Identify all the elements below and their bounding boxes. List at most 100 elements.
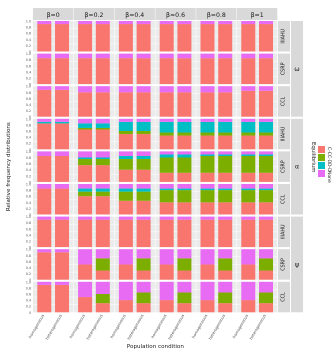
bar-segment <box>78 196 93 215</box>
bar-segment <box>136 292 151 304</box>
bar-segment <box>136 53 151 59</box>
bar-segment <box>95 118 110 124</box>
bar-segment <box>95 129 110 150</box>
bar-segment <box>200 21 215 25</box>
bar-segment <box>95 92 110 117</box>
bar-segment <box>177 172 192 182</box>
bar-segment <box>118 249 133 265</box>
bar-segment <box>136 303 151 313</box>
bar-segment <box>37 89 52 117</box>
row-strip-label: CSRP <box>281 62 287 75</box>
legend-label: None <box>326 171 332 183</box>
column-strip <box>237 8 278 20</box>
bar-segment <box>136 191 151 201</box>
bar-segment <box>200 24 215 52</box>
bar-segment <box>78 165 93 182</box>
bar-segment <box>218 219 233 248</box>
y-tick-label: 0.4 <box>26 70 31 74</box>
bar-segment <box>136 270 151 280</box>
bar-segment <box>241 300 256 313</box>
bar-segment <box>37 219 52 248</box>
bar-segment <box>218 292 233 304</box>
row-strip-label: CSRP <box>281 160 287 173</box>
column-strip <box>73 8 115 20</box>
bar-segment <box>177 118 192 122</box>
bar-segment <box>78 191 93 197</box>
bar-segment <box>55 216 70 220</box>
row-strip-label: CCL <box>281 96 287 106</box>
bar-segment <box>200 86 215 93</box>
bar-segment <box>218 86 233 93</box>
bar-segment <box>78 127 93 130</box>
group-strip <box>291 216 303 313</box>
bar-segment <box>136 219 151 248</box>
bar-segment <box>259 86 274 91</box>
bar-segment <box>177 135 192 150</box>
bar-segment <box>136 121 151 131</box>
bar-segment <box>159 86 174 93</box>
bar-segment <box>159 154 174 158</box>
legend-key <box>318 162 325 169</box>
bar-segment <box>78 123 93 128</box>
row-strip <box>278 281 290 313</box>
bar-segment <box>78 58 93 85</box>
y-tick-label: 0.2 <box>26 77 31 81</box>
bar-segment <box>241 249 256 265</box>
bar-segment <box>218 258 233 271</box>
x-tick-label: homogeneous <box>231 313 249 339</box>
bar-segment <box>37 155 52 182</box>
bar-segment <box>95 21 110 25</box>
bar-segment <box>259 216 274 220</box>
y-tick-label: 0.4 <box>26 38 31 42</box>
bar-segment <box>37 284 52 313</box>
y-tick-label: 0.2 <box>26 44 31 48</box>
group-strip-label: ψ <box>295 260 299 268</box>
y-tick-label: 0.4 <box>26 266 31 270</box>
column-strip-label: β=1 <box>251 12 264 19</box>
bar-segment <box>118 191 133 201</box>
bar-segment <box>177 53 192 59</box>
bar-segment <box>55 121 70 124</box>
row-strip-label: IIIAHU <box>281 224 287 239</box>
bar-segment <box>136 258 151 271</box>
bar-segment <box>259 258 274 271</box>
bar-segment <box>37 58 52 85</box>
row-strip-label: CCL <box>281 194 287 204</box>
bar-segment <box>200 135 215 150</box>
bar-segment <box>177 216 192 220</box>
legend-key <box>318 146 325 153</box>
bar-segment <box>55 252 70 280</box>
bar-segment <box>159 216 174 220</box>
column-strip-label: β=0.8 <box>207 12 226 19</box>
y-tick-label: 0 <box>29 115 31 119</box>
bar-segment <box>136 216 151 220</box>
column-strip-label: β=0 <box>47 12 60 19</box>
bar-segment <box>218 24 233 52</box>
bar-segment <box>118 188 133 192</box>
bar-segment <box>241 172 256 182</box>
bar-segment <box>136 134 151 150</box>
bar-segment <box>78 129 93 150</box>
column-strip <box>33 8 74 20</box>
bar-segment <box>78 264 93 280</box>
x-tick-label: heterogeneous <box>167 313 186 340</box>
bar-segment <box>200 58 215 85</box>
bar-segment <box>241 21 256 25</box>
bar-segment <box>118 121 133 131</box>
bar-segment <box>55 284 70 313</box>
bar-segment <box>177 154 192 158</box>
bar-segment <box>241 281 256 301</box>
x-tick-label: heterogeneous <box>248 313 267 340</box>
bar-segment <box>259 190 274 203</box>
bar-segment <box>55 118 70 122</box>
bar-segment <box>55 281 70 285</box>
bar-segment <box>177 270 192 280</box>
bar-segment <box>159 135 174 150</box>
bar-segment <box>218 58 233 85</box>
y-tick-label: 0.6 <box>26 293 31 297</box>
x-tick-label: homogeneous <box>68 313 86 339</box>
y-tick-label: 0.6 <box>26 32 31 36</box>
bar-segment <box>241 264 256 280</box>
bar-segment <box>241 154 256 156</box>
row-strip <box>278 53 290 85</box>
